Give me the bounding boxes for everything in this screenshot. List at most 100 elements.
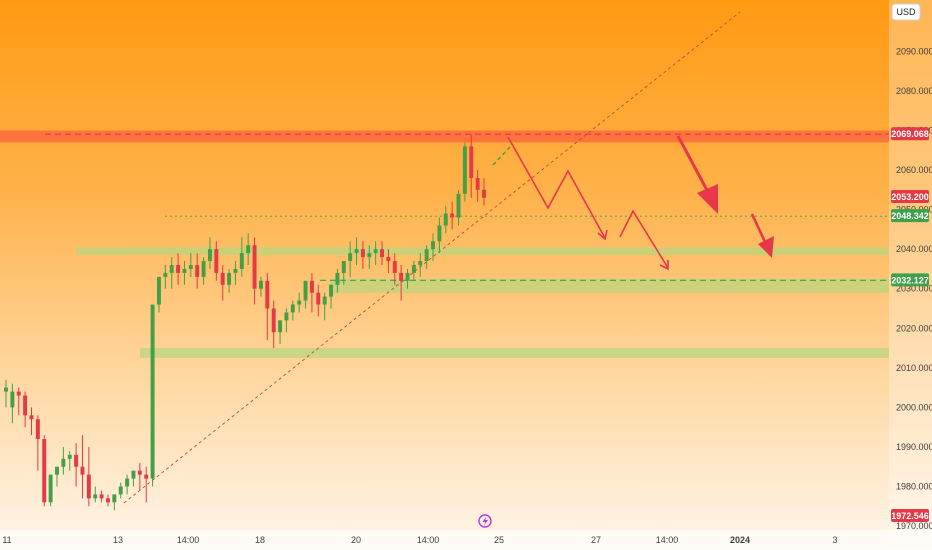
price-badge[interactable]: 1972.546 [891,508,929,522]
bearish-candle[interactable] [469,134,474,198]
bullish-candle[interactable] [297,292,302,313]
price-badge[interactable]: 2048.342 [891,209,929,223]
bullish-candle[interactable] [156,276,161,313]
bearish-candle[interactable] [392,253,397,285]
down-arrow-shaft [750,213,768,245]
arrow-head [659,260,669,271]
bullish-candle[interactable] [322,292,327,321]
bearish-candle[interactable] [42,435,47,507]
bullish-candle[interactable] [367,245,372,269]
bullish-candle[interactable] [341,261,346,285]
bearish-candle[interactable] [386,249,391,273]
bullish-candle[interactable] [131,470,136,487]
bullish-candle[interactable] [329,284,334,309]
bullish-candle[interactable] [437,217,442,254]
bullish-candle[interactable] [163,265,168,289]
bullish-candle[interactable] [61,446,66,475]
bullish-candle[interactable] [405,268,410,289]
bearish-candle[interactable] [475,170,480,202]
bearish-candle[interactable] [23,391,28,428]
bullish-candle[interactable] [411,261,416,281]
projection-path[interactable] [619,209,669,269]
currency-button[interactable]: USD [891,3,921,21]
bearish-candle[interactable] [195,253,200,289]
bullish-candle[interactable] [456,189,461,226]
bullish-candle[interactable] [246,233,251,265]
price-badge[interactable]: 2069.068 [891,127,929,141]
down-arrow-shaft [676,135,711,195]
bearish-candle[interactable] [482,177,486,206]
bullish-candle[interactable] [462,142,467,202]
bullish-candle[interactable] [354,237,359,265]
bullish-candle[interactable] [188,253,193,277]
bearish-candle[interactable] [214,241,219,281]
price-badge-label: 2053.200 [891,192,929,202]
bullish-candle[interactable] [4,379,8,408]
lightning-icon[interactable] [478,514,492,528]
x-tick-label: 18 [255,535,265,545]
bullish-candle[interactable] [278,320,283,345]
x-tick-label: 3 [832,535,837,545]
bullish-candle[interactable] [118,482,123,499]
bearish-candle[interactable] [16,387,21,416]
bullish-candle[interactable] [239,237,244,277]
bearish-candle[interactable] [252,237,257,305]
bullish-candle[interactable] [348,241,353,277]
bullish-candle[interactable] [290,300,295,321]
bearish-candle[interactable] [74,442,79,487]
trendline[interactable] [123,11,741,504]
bullish-candle[interactable] [201,257,206,285]
bullish-candle[interactable] [227,268,232,293]
bearish-candle[interactable] [86,446,91,507]
bearish-candle[interactable] [380,241,385,265]
bullish-candle[interactable] [258,276,263,297]
bullish-candle[interactable] [373,241,378,265]
resistance-zone[interactable] [0,130,889,143]
bullish-candle[interactable] [424,245,429,269]
bearish-candle[interactable] [144,466,149,503]
bullish-candle[interactable] [55,466,59,487]
bullish-candle[interactable] [150,304,155,487]
bearish-candle[interactable] [265,272,270,341]
bearish-candle[interactable] [99,490,104,503]
bullish-candle[interactable] [182,261,187,285]
projection-path[interactable] [507,136,606,239]
support-zone[interactable] [76,247,889,256]
bearish-candle[interactable] [316,284,321,317]
bearish-candle[interactable] [309,272,314,313]
support-zone[interactable] [330,278,889,293]
price-badge[interactable]: 2053.200 [891,189,929,203]
bearish-candle[interactable] [105,494,110,507]
bullish-candle[interactable] [125,474,130,495]
bullish-candle[interactable] [112,494,117,511]
bearish-candle[interactable] [360,241,365,269]
bearish-candle[interactable] [80,435,85,499]
bearish-candle[interactable] [450,201,455,230]
bullish-candle[interactable] [67,450,72,471]
bottom-axis-background[interactable] [0,530,932,550]
bullish-candle[interactable] [233,261,238,285]
bearish-candle[interactable] [176,253,181,285]
bullish-candle[interactable] [207,237,212,269]
bullish-candle[interactable] [93,486,98,503]
bullish-candle[interactable] [10,383,15,424]
bearish-candle[interactable] [220,265,225,301]
support-zone[interactable] [140,348,889,358]
bullish-candle[interactable] [335,268,340,293]
bearish-candle[interactable] [271,300,276,349]
bullish-candle[interactable] [48,474,53,507]
bearish-candle[interactable] [29,407,34,436]
bullish-candle[interactable] [303,280,308,309]
bearish-candle[interactable] [35,415,40,471]
bearish-candle[interactable] [137,462,142,491]
y-tick-label: 1970.000 [896,521,932,531]
bullish-candle[interactable] [431,233,435,262]
bullish-candle[interactable] [443,205,448,234]
y-tick-label: 2090.000 [896,46,932,56]
bullish-candle[interactable] [169,257,174,289]
price-badge[interactable]: 2032.127 [891,273,929,287]
bullish-candle[interactable] [284,308,289,333]
bearish-candle[interactable] [399,265,404,301]
bullish-candle[interactable] [418,253,423,277]
